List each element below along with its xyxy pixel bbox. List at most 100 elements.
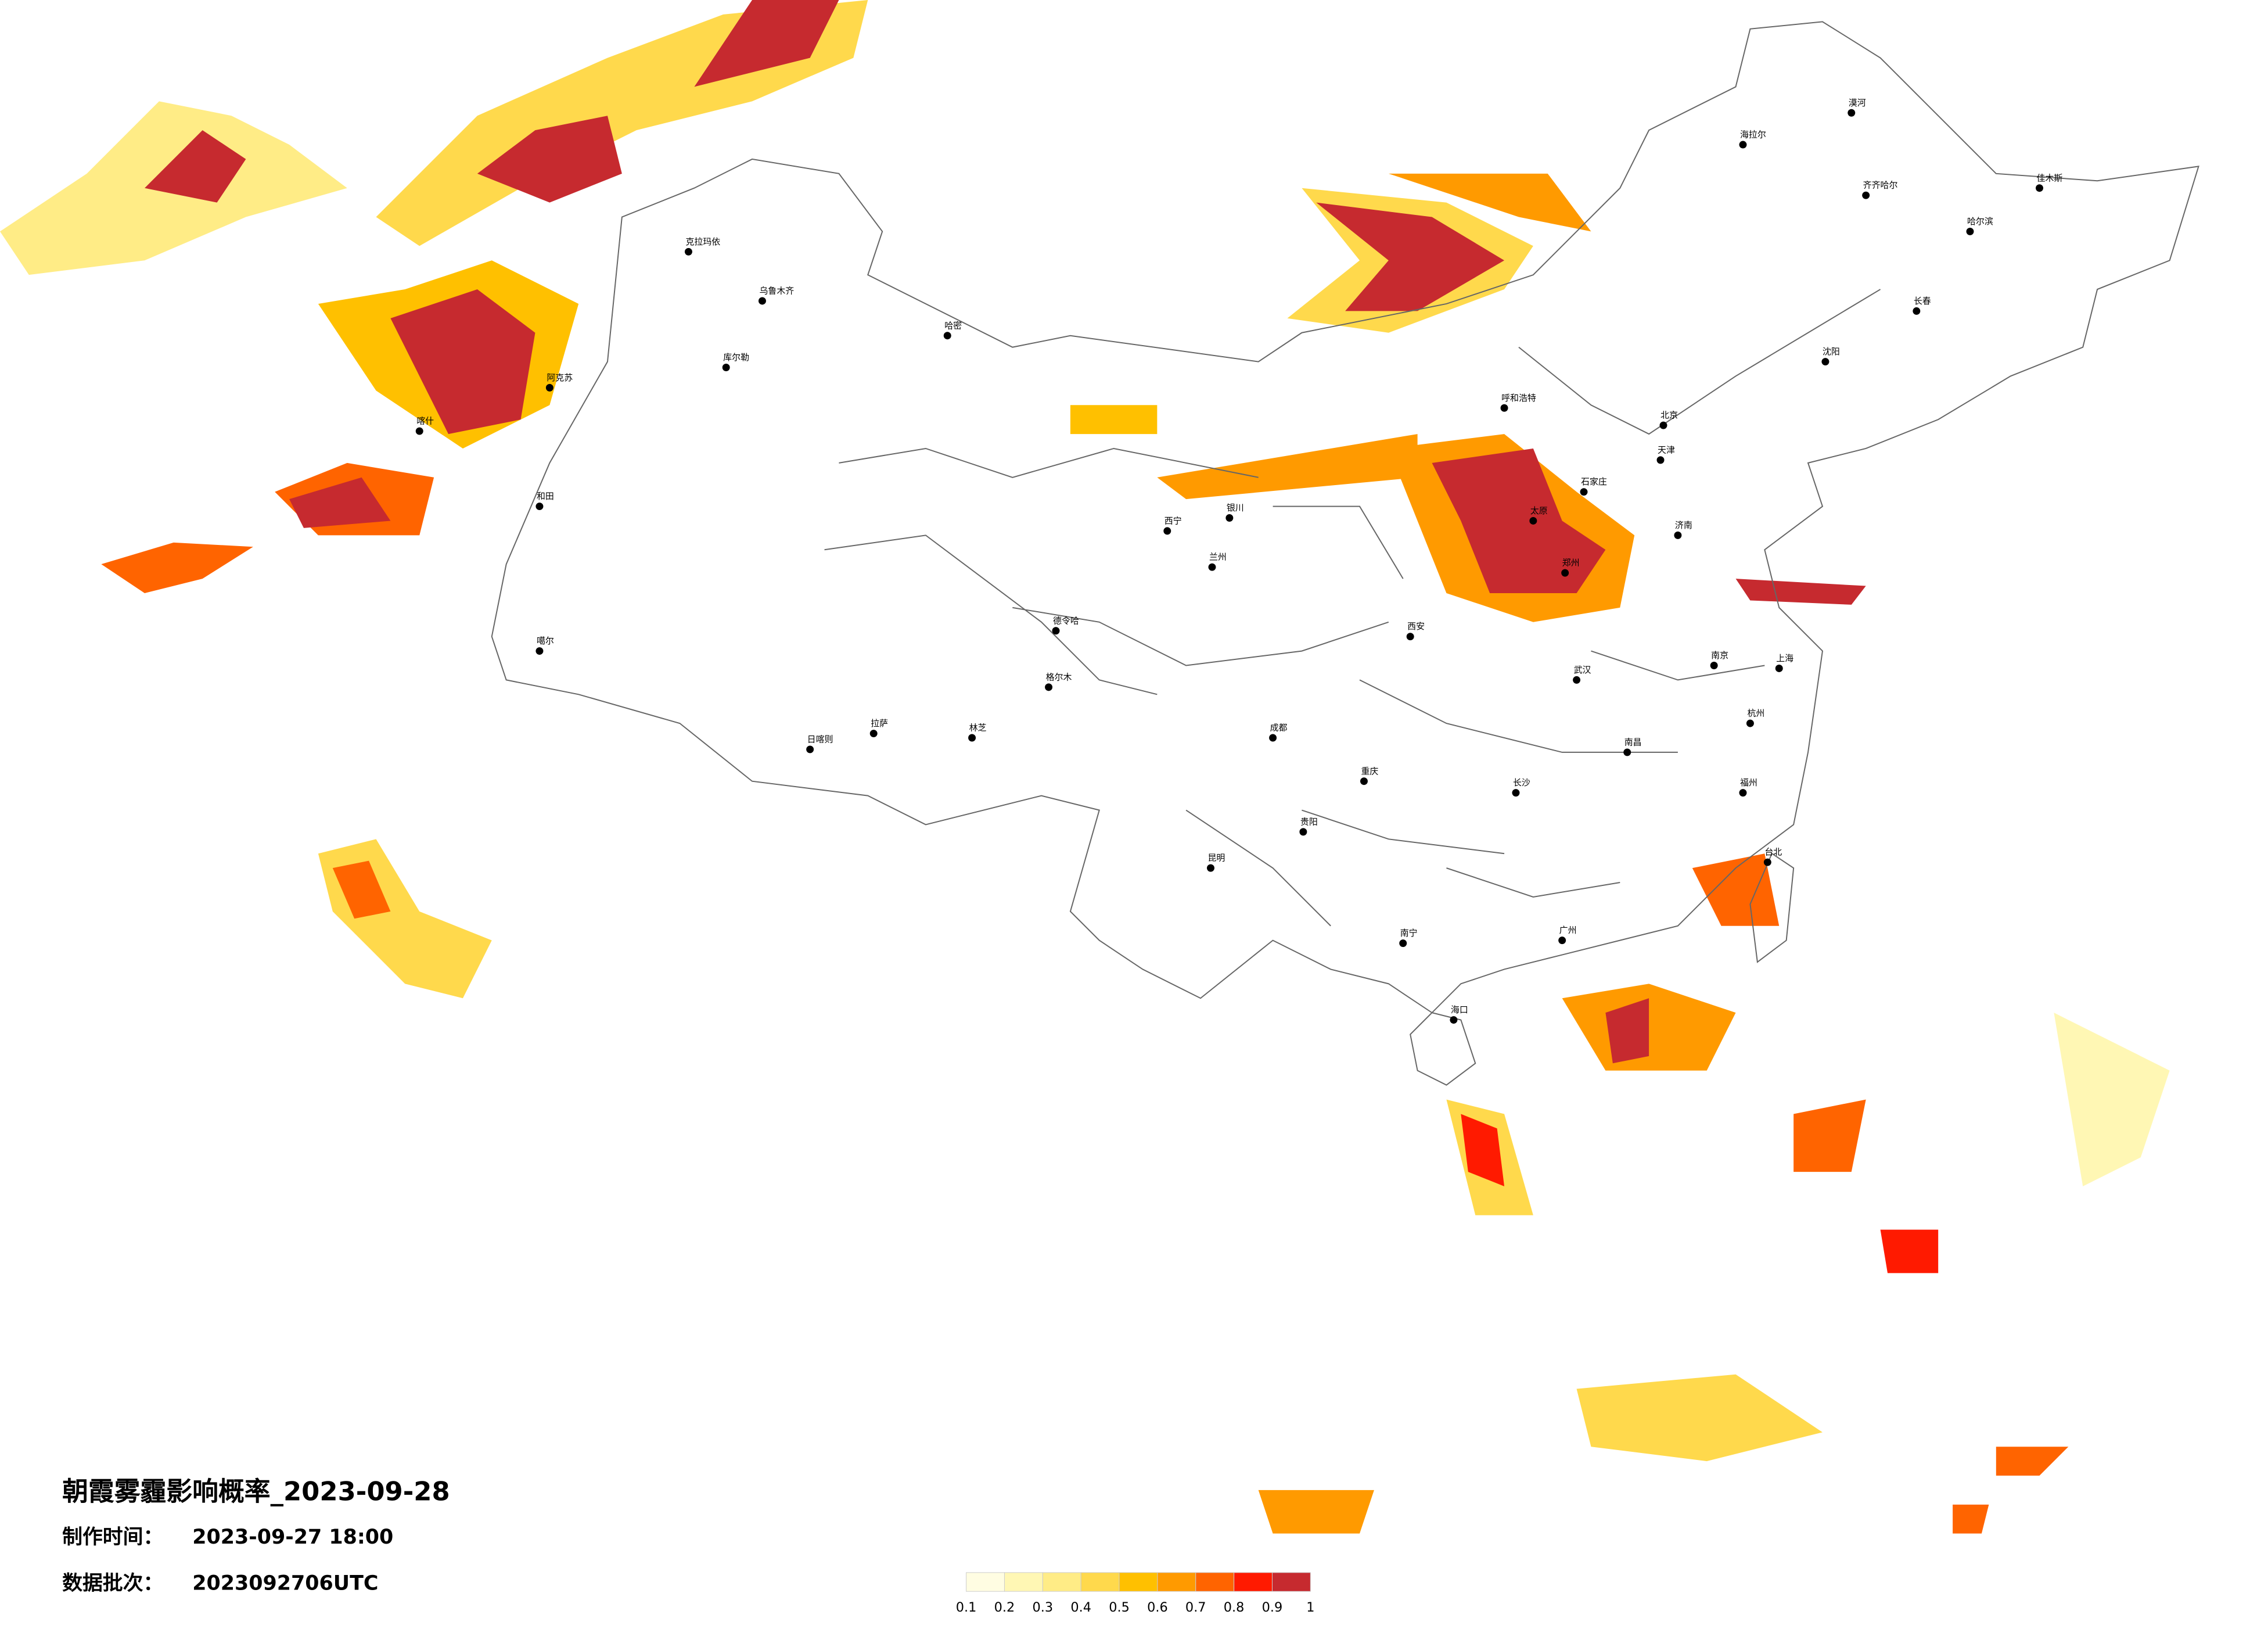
legend-tick-label: 0.1 bbox=[956, 1600, 977, 1615]
legend-tick-label: 0.5 bbox=[1109, 1600, 1130, 1615]
city-dot bbox=[1360, 777, 1368, 785]
city-label: 噶尔 bbox=[537, 636, 554, 646]
city-label: 武汉 bbox=[1574, 665, 1591, 675]
city-dot bbox=[415, 427, 423, 435]
city-dot bbox=[1739, 789, 1747, 797]
city-dot bbox=[1913, 307, 1921, 315]
legend-swatch bbox=[1157, 1572, 1196, 1592]
legend-tick-label: 0.9 bbox=[1262, 1600, 1283, 1615]
legend-tick-label: 1 bbox=[1306, 1600, 1314, 1615]
city-dot bbox=[1558, 937, 1566, 945]
map-title: 朝霞雾霾影响概率_2023-09-28 bbox=[62, 1476, 450, 1506]
city-dot bbox=[1269, 734, 1277, 742]
city-dot bbox=[535, 647, 544, 655]
city-label: 日喀则 bbox=[807, 734, 833, 744]
legend-swatch bbox=[1234, 1572, 1273, 1592]
city-label: 天津 bbox=[1658, 444, 1675, 455]
city-label: 福州 bbox=[1740, 777, 1757, 788]
city-label: 克拉玛依 bbox=[685, 236, 720, 247]
city-dot bbox=[1775, 665, 1783, 672]
city-dot bbox=[943, 332, 951, 340]
legend-swatch bbox=[1119, 1572, 1158, 1592]
legend-tick-label: 0.8 bbox=[1224, 1600, 1245, 1615]
city-label: 太原 bbox=[1530, 505, 1548, 516]
city-dot bbox=[806, 745, 814, 753]
city-label: 海拉尔 bbox=[1740, 130, 1766, 140]
city-label: 格尔木 bbox=[1046, 672, 1072, 682]
city-label: 库尔勒 bbox=[723, 352, 749, 363]
city-dot bbox=[1580, 488, 1588, 496]
city-dot bbox=[1739, 141, 1747, 149]
city-dot bbox=[1659, 421, 1667, 429]
legend-tick-label: 0.6 bbox=[1147, 1600, 1168, 1615]
legend-swatch bbox=[966, 1572, 1005, 1592]
batch-label: 数据批次： bbox=[62, 1572, 163, 1595]
city-dot bbox=[1399, 939, 1407, 948]
country-outline bbox=[491, 21, 2199, 1086]
city-label: 杭州 bbox=[1747, 708, 1764, 719]
legend-swatch bbox=[1080, 1572, 1120, 1592]
city-label: 哈密 bbox=[944, 320, 962, 331]
legend-tick-label: 0.7 bbox=[1185, 1600, 1206, 1615]
legend-swatch bbox=[1195, 1572, 1235, 1592]
legend-tick-label: 0.3 bbox=[1033, 1600, 1054, 1615]
city-label: 沈阳 bbox=[1823, 346, 1840, 357]
city-label: 长春 bbox=[1914, 296, 1931, 306]
city-label: 重庆 bbox=[1361, 766, 1378, 776]
city-label: 呼和浩特 bbox=[1501, 393, 1536, 403]
city-label: 广州 bbox=[1559, 925, 1577, 935]
city-dot bbox=[1045, 683, 1053, 691]
city-label: 林芝 bbox=[969, 723, 987, 733]
city-label: 济南 bbox=[1675, 520, 1692, 530]
made-time: 2023-09-27 18:00 bbox=[192, 1526, 393, 1549]
city-dot bbox=[535, 503, 544, 511]
city-dot bbox=[1500, 404, 1508, 412]
city-label: 南宁 bbox=[1400, 928, 1418, 938]
city-dot bbox=[1966, 227, 1974, 235]
city-dot bbox=[1821, 358, 1830, 366]
city-dot bbox=[1163, 527, 1171, 535]
city-label: 上海 bbox=[1776, 653, 1793, 663]
city-label: 南京 bbox=[1711, 650, 1728, 661]
city-dot bbox=[1512, 789, 1520, 797]
city-label: 西宁 bbox=[1164, 515, 1182, 526]
city-dot bbox=[1710, 662, 1718, 669]
city-dot bbox=[1561, 569, 1569, 577]
city-label: 喀什 bbox=[416, 416, 434, 426]
city-label: 兰州 bbox=[1209, 552, 1227, 562]
city-dot bbox=[758, 297, 766, 305]
city-label: 长沙 bbox=[1513, 777, 1530, 788]
city-dot bbox=[1848, 109, 1856, 117]
city-dot bbox=[1674, 531, 1682, 539]
city-label: 贵阳 bbox=[1300, 816, 1318, 827]
city-label: 成都 bbox=[1270, 723, 1288, 733]
city-label: 银川 bbox=[1227, 503, 1244, 513]
city-dot bbox=[1529, 517, 1537, 525]
city-dot bbox=[1573, 676, 1581, 684]
city-dot bbox=[1450, 1016, 1458, 1024]
city-label: 齐齐哈尔 bbox=[1863, 180, 1898, 191]
city-dot bbox=[1052, 627, 1060, 635]
city-label: 石家庄 bbox=[1581, 476, 1607, 487]
city-label: 和田 bbox=[537, 491, 554, 501]
city-dot bbox=[1299, 828, 1307, 836]
legend-swatch bbox=[1271, 1572, 1311, 1592]
city-dot bbox=[1406, 633, 1414, 641]
city-dot bbox=[1656, 456, 1665, 464]
city-dot bbox=[1208, 563, 1216, 571]
city-dot bbox=[2036, 184, 2043, 192]
city-label: 乌鲁木齐 bbox=[759, 286, 794, 296]
legend-tick-label: 0.4 bbox=[1070, 1600, 1091, 1615]
legend-swatch bbox=[1004, 1572, 1043, 1592]
city-label: 海口 bbox=[1451, 1004, 1468, 1015]
city-label: 南昌 bbox=[1624, 737, 1642, 747]
made-time-label: 制作时间： bbox=[62, 1526, 163, 1549]
legend-swatch bbox=[1042, 1572, 1081, 1592]
city-label: 佳木斯 bbox=[2037, 173, 2063, 183]
city-label: 阿克苏 bbox=[547, 372, 573, 383]
legend: 0.1 0.2 0.3 0.4 0.5 0.6 0.7 0.8 0.9 1 bbox=[956, 1572, 1314, 1615]
